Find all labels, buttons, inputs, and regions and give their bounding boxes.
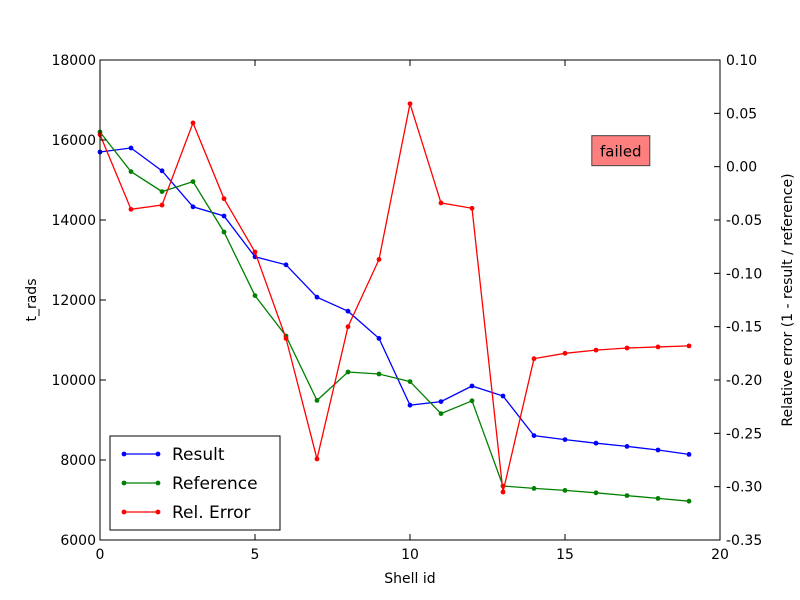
data-point-reference-3	[190, 179, 196, 185]
data-point-result-1	[128, 145, 134, 151]
legend-marker-result	[121, 451, 127, 457]
y-tick-label-right: -0.10	[726, 266, 762, 282]
data-point-result-2	[159, 168, 165, 174]
data-point-reference-12	[469, 398, 475, 404]
data-point-reference-19	[686, 498, 692, 504]
data-point-result-6	[283, 262, 289, 268]
y-tick-label-right: -0.15	[726, 320, 762, 336]
failed-annotation-text: failed	[600, 143, 642, 161]
ticks-layer: 0 5 10 15 20 6000 8000 10000 12000 14000 16000 1800…	[51, 53, 762, 563]
y-tick-label-right: 0.10	[726, 53, 757, 69]
x-axis-title: Shell id	[384, 571, 435, 587]
data-point-rel-error-17	[624, 345, 630, 351]
data-point-rel-error-11	[438, 200, 444, 206]
y-tick-label-right: -0.20	[726, 373, 762, 389]
data-point-rel-error-13	[500, 489, 506, 495]
failed-annotation: failed	[591, 135, 651, 167]
data-point-reference-16	[593, 490, 599, 496]
y-tick-label-right: -0.35	[726, 533, 762, 549]
data-point-reference-1	[128, 169, 134, 175]
data-point-rel-error-19	[686, 343, 692, 349]
series-line-rel-error	[99, 103, 690, 493]
legend-label-rel-error: Rel. Error	[172, 503, 250, 523]
y-tick-label-left: 6000	[60, 533, 96, 549]
series-line-reference	[99, 131, 690, 502]
legend-marker-result	[155, 451, 161, 457]
x-tick-label: 10	[401, 547, 419, 563]
data-point-rel-error-12	[469, 205, 475, 211]
data-point-rel-error-7	[314, 456, 320, 462]
legend-marker-rel-error	[121, 509, 127, 515]
data-point-result-8	[345, 308, 351, 314]
data-point-rel-error-3	[190, 120, 196, 126]
data-point-reference-14	[531, 486, 537, 491]
y-tick-label-left: 14000	[51, 213, 96, 229]
y-tick-label-left: 10000	[51, 373, 96, 389]
legend: Result Reference Rel. Error	[109, 435, 281, 531]
data-point-result-15	[562, 437, 568, 442]
data-point-rel-error-2	[159, 202, 165, 208]
data-point-rel-error-9	[376, 257, 382, 262]
data-point-result-12	[469, 383, 475, 389]
legend-label-reference: Reference	[172, 474, 258, 494]
data-point-result-7	[314, 294, 320, 300]
data-point-reference-4	[221, 229, 227, 235]
data-point-rel-error-1	[128, 206, 134, 212]
data-point-result-11	[438, 399, 444, 404]
x-tick-label: 15	[556, 547, 574, 563]
x-tick-label: 0	[96, 547, 105, 563]
data-point-reference-7	[314, 398, 320, 403]
data-point-result-4	[221, 213, 227, 219]
data-point-reference-8	[345, 369, 351, 375]
data-point-reference-15	[562, 488, 568, 493]
data-point-reference-10	[407, 379, 413, 384]
data-point-result-10	[407, 402, 413, 408]
y-tick-label-right: 0.05	[726, 106, 757, 122]
data-point-rel-error-18	[655, 344, 661, 350]
series-layer	[97, 101, 692, 504]
data-point-reference-17	[624, 493, 630, 498]
data-point-reference-9	[376, 371, 382, 377]
data-point-reference-18	[655, 496, 661, 501]
y-axis-title-right: Relative error (1 - result / reference)	[780, 173, 796, 426]
data-point-rel-error-14	[531, 356, 537, 362]
data-point-reference-2	[159, 189, 165, 195]
data-point-rel-error-16	[593, 347, 599, 353]
y-tick-label-left: 16000	[51, 133, 96, 149]
x-tick-label: 20	[711, 547, 729, 563]
legend-marker-rel-error	[155, 509, 161, 515]
y-tick-label-left: 12000	[51, 293, 96, 309]
data-point-result-13	[500, 393, 506, 399]
series-line-result	[99, 147, 690, 456]
legend-label-result: Result	[172, 445, 225, 465]
data-point-reference-11	[438, 411, 444, 416]
data-point-result-17	[624, 444, 630, 449]
data-point-rel-error-8	[345, 324, 351, 330]
y-tick-label-right: -0.30	[726, 480, 762, 496]
failed-annotation-box	[591, 135, 651, 167]
y-tick-label-right: -0.25	[726, 426, 762, 442]
y-tick-label-right: -0.05	[726, 213, 762, 229]
y-axis-title-left: t_rads	[24, 278, 40, 321]
data-point-rel-error-15	[562, 350, 568, 356]
data-point-rel-error-10	[407, 101, 413, 107]
y-tick-label-right: 0.00	[726, 160, 757, 176]
data-point-result-16	[593, 440, 599, 446]
data-point-result-19	[686, 452, 692, 457]
data-point-rel-error-6	[283, 336, 289, 341]
legend-marker-reference	[121, 480, 127, 486]
data-point-reference-5	[252, 293, 258, 298]
data-point-result-14	[531, 433, 537, 438]
data-point-rel-error-4	[221, 196, 227, 202]
legend-marker-reference	[155, 480, 161, 486]
data-point-result-18	[655, 447, 661, 453]
data-point-result-9	[376, 336, 382, 341]
data-point-result-3	[190, 204, 196, 210]
data-point-rel-error-5	[252, 249, 258, 255]
y-tick-label-left: 8000	[60, 453, 96, 469]
x-tick-label: 5	[251, 547, 260, 563]
y-tick-label-left: 18000	[51, 53, 96, 69]
